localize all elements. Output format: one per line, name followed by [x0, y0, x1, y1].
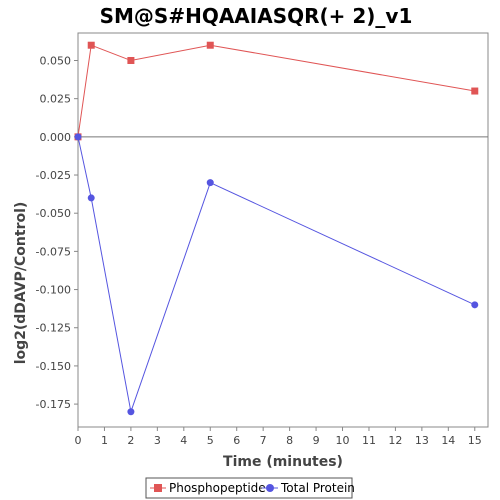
legend-label: Phosphopeptide — [169, 481, 266, 495]
plot-background — [77, 32, 489, 428]
legend-marker — [154, 484, 162, 492]
y-tick-label: -0.150 — [36, 360, 71, 373]
y-tick-label: -0.050 — [36, 207, 71, 220]
data-point — [127, 408, 135, 416]
x-tick-label: 3 — [154, 434, 161, 447]
y-tick-label: 0.050 — [40, 54, 72, 67]
legend-frame — [145, 477, 353, 499]
legend-label: Total Protein — [280, 481, 355, 495]
y-tick-label: -0.175 — [36, 398, 71, 411]
x-tick-label: 4 — [180, 434, 187, 447]
x-tick-label: 7 — [260, 434, 267, 447]
x-axis-label: Time (minutes) — [223, 454, 343, 470]
y-tick-label: 0.000 — [40, 131, 72, 144]
x-tick-label: 9 — [313, 434, 320, 447]
plot-area — [77, 32, 489, 428]
data-point — [471, 301, 479, 309]
x-tick-label: 14 — [441, 434, 455, 447]
y-axis: 0.050 0.025 0.000 -0.025 -0.050 -0.075 -0.100 -… — [36, 54, 78, 411]
x-axis: 0 1 2 3 4 5 6 7 8 9 10 11 12 13 14 15 — [75, 427, 482, 447]
x-tick-label: 8 — [286, 434, 293, 447]
legend: Phosphopeptide Total Protein — [145, 477, 355, 499]
data-point — [471, 87, 479, 95]
x-tick-label: 6 — [233, 434, 240, 447]
data-point — [74, 133, 82, 141]
x-tick-label: 15 — [468, 434, 482, 447]
y-tick-label: -0.075 — [36, 245, 71, 258]
x-tick-label: 5 — [207, 434, 214, 447]
y-tick-label: -0.125 — [36, 322, 71, 335]
x-tick-label: 10 — [336, 434, 350, 447]
x-tick-label: 11 — [362, 434, 376, 447]
series-group — [74, 41, 479, 416]
y-axis-label: log2(dDAVP/Control) — [13, 202, 29, 365]
x-tick-label: 12 — [388, 434, 402, 447]
data-point — [87, 41, 95, 49]
y-tick-label: -0.025 — [36, 169, 71, 182]
legend-marker — [266, 484, 274, 492]
data-point — [206, 41, 214, 49]
data-point — [206, 179, 214, 187]
x-tick-label: 2 — [127, 434, 134, 447]
y-tick-label: -0.100 — [36, 284, 71, 297]
data-point — [127, 56, 135, 64]
x-tick-label: 0 — [75, 434, 82, 447]
chart-title: SM@S#HQAAIASQR(+ 2)_v1 — [100, 4, 413, 28]
x-tick-label: 1 — [101, 434, 108, 447]
data-point — [87, 194, 95, 202]
series-total-protein — [74, 133, 479, 416]
x-tick-label: 13 — [415, 434, 429, 447]
y-tick-label: 0.025 — [40, 93, 72, 106]
